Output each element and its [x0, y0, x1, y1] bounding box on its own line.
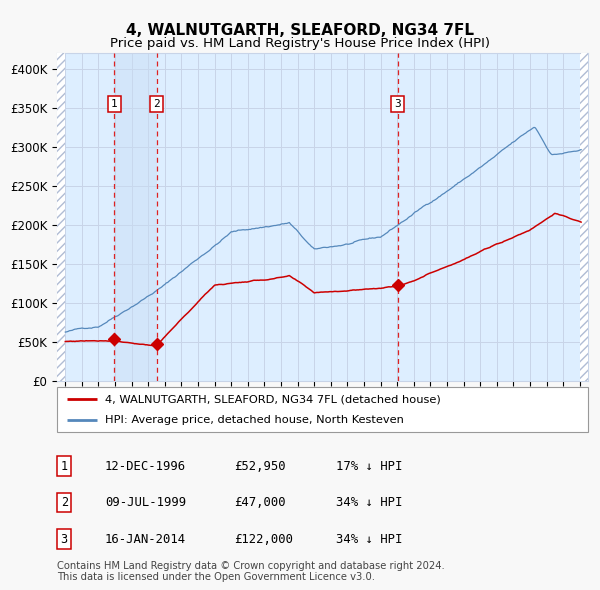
Text: 2: 2: [154, 99, 160, 109]
Text: 16-JAN-2014: 16-JAN-2014: [105, 533, 186, 546]
Text: HPI: Average price, detached house, North Kesteven: HPI: Average price, detached house, Nort…: [105, 415, 404, 425]
Text: 4, WALNUTGARTH, SLEAFORD, NG34 7FL (detached house): 4, WALNUTGARTH, SLEAFORD, NG34 7FL (deta…: [105, 394, 440, 404]
Text: 34% ↓ HPI: 34% ↓ HPI: [336, 533, 403, 546]
Text: 09-JUL-1999: 09-JUL-1999: [105, 496, 186, 509]
Text: 1: 1: [61, 460, 68, 473]
Text: 12-DEC-1996: 12-DEC-1996: [105, 460, 186, 473]
Text: Contains HM Land Registry data © Crown copyright and database right 2024.
This d: Contains HM Land Registry data © Crown c…: [57, 560, 445, 582]
Text: 2: 2: [61, 496, 68, 509]
Bar: [57, 53, 65, 381]
Bar: [114, 53, 157, 381]
Bar: [580, 53, 588, 381]
Text: 1: 1: [111, 99, 118, 109]
Text: 3: 3: [61, 533, 68, 546]
Text: 3: 3: [394, 99, 401, 109]
Text: £52,950: £52,950: [234, 460, 286, 473]
Text: £47,000: £47,000: [234, 496, 286, 509]
Text: Price paid vs. HM Land Registry's House Price Index (HPI): Price paid vs. HM Land Registry's House …: [110, 37, 490, 50]
Text: 34% ↓ HPI: 34% ↓ HPI: [336, 496, 403, 509]
Text: 4, WALNUTGARTH, SLEAFORD, NG34 7FL: 4, WALNUTGARTH, SLEAFORD, NG34 7FL: [126, 23, 474, 38]
Text: £122,000: £122,000: [234, 533, 293, 546]
FancyBboxPatch shape: [57, 387, 588, 432]
Text: 17% ↓ HPI: 17% ↓ HPI: [336, 460, 403, 473]
